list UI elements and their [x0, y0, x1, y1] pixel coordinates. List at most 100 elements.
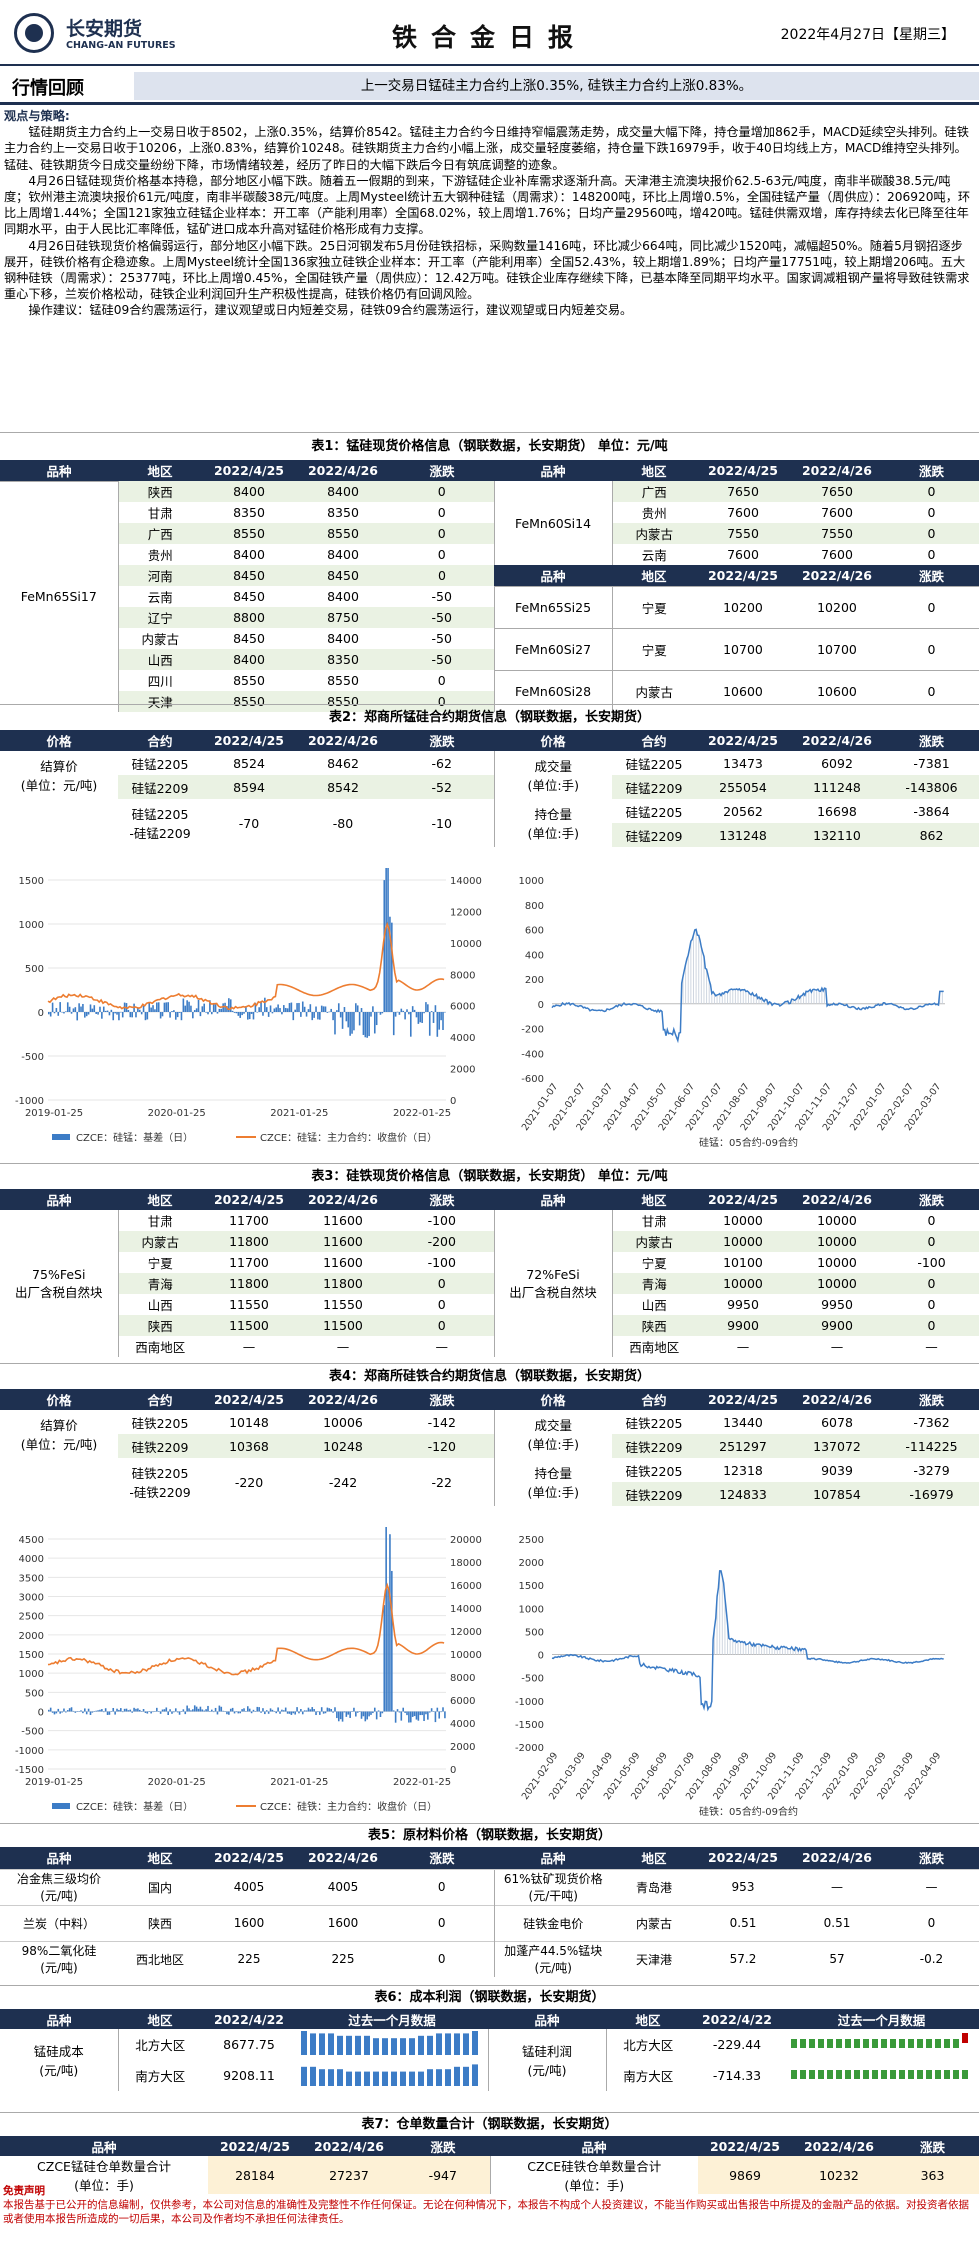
table-cell: 10700	[790, 627, 884, 670]
table-cell: 0	[884, 1210, 979, 1231]
y2-tick-label: 10000	[450, 939, 482, 950]
disclaimer-text: 本报告基于已公开的信息编制，仅供参考，本公司对信息的准确性及完整性不作任何保证。…	[3, 2199, 969, 2225]
table-cell: 硅铁2205	[625, 1463, 683, 1479]
table-cell: 内蒙古	[611, 1231, 696, 1252]
table-header-cell: 涨跌	[884, 1189, 979, 1210]
basis-bar	[368, 1012, 370, 1037]
basis-bar	[383, 1605, 386, 1712]
x-tick-label: 2022-01-25	[393, 1108, 451, 1119]
basis-bar	[239, 1711, 242, 1714]
y-tick-label: 2500	[19, 1612, 44, 1623]
x-tick-label: 2022-01-07	[848, 1081, 889, 1133]
table-row: 结算价 (单位：元/吨) 硅铁2205 10148 10006 -142 成交量 (单位:手)…	[0, 1410, 979, 1458]
basis-bar	[245, 1006, 247, 1012]
basis-bar	[267, 1711, 270, 1714]
basis-bar	[68, 1708, 71, 1712]
table-cell: 0	[884, 1273, 979, 1294]
table-cell: 10368	[202, 1434, 296, 1458]
basis-bar	[313, 1012, 315, 1018]
futures-table: 价格 合约 2022/4/25 2022/4/26 涨跌 价格 合约 2022/4/25 202…	[0, 1389, 979, 1506]
price-table: 品种 地区 2022/4/25 2022/4/26 涨跌 品种 地区 2022/4/25 202…	[0, 460, 979, 712]
basis-bar	[212, 1711, 215, 1713]
table-cell: 陕西	[611, 1315, 696, 1336]
y-tick-label: -1000	[15, 1746, 44, 1757]
spread-cell: -22	[431, 1474, 452, 1490]
basis-bar	[229, 999, 232, 1012]
basis-bar	[262, 1012, 264, 1016]
y2-tick-label: 8000	[450, 1673, 475, 1684]
table-cell: -7381	[913, 755, 950, 771]
sparkline-bar	[408, 2071, 415, 2086]
table-cell: -50	[390, 628, 494, 649]
basis-bar	[284, 1707, 287, 1712]
basis-bar	[351, 1711, 353, 1712]
basis-bar	[55, 1711, 58, 1714]
table-cell: 0	[884, 502, 979, 523]
variety-cell: FeMn60Si14	[493, 481, 612, 565]
basis-bar	[300, 1012, 302, 1017]
table-cell: 13473	[723, 755, 763, 771]
table-header-cell: 涨跌	[396, 2136, 490, 2156]
table-cell: 8450	[202, 565, 296, 586]
spread-line	[551, 1570, 944, 1712]
x-tick-label: 2021-05-07	[629, 1081, 670, 1133]
table-row: 山西 8400 8350 -50	[0, 649, 979, 670]
y-tick-label: 500	[525, 1627, 544, 1638]
table-cell: 11800	[296, 1273, 390, 1294]
basis-bar	[421, 1012, 423, 1023]
y2-tick-label: 8000	[450, 970, 475, 981]
legend-swatch	[52, 1803, 70, 1809]
basis-bar	[356, 1711, 359, 1713]
table-row: 内蒙古 11800 11600 -200 内蒙古 10000 10000 0	[0, 1231, 979, 1252]
basis-bar	[163, 1709, 166, 1712]
basis-bar	[53, 1711, 56, 1715]
table-cell: 0	[884, 627, 979, 670]
basis-bar	[260, 1001, 262, 1012]
views-heading: 观点与策略:	[4, 109, 70, 123]
table-header-cell: 地区	[118, 2009, 202, 2029]
basis-bar	[284, 1007, 287, 1012]
basis-bar	[140, 1711, 143, 1712]
basis-bar	[413, 1711, 416, 1717]
table-header-cell: 2022/4/26	[302, 2136, 396, 2156]
basis-bar	[99, 1006, 101, 1012]
table-cell: -120	[390, 1434, 494, 1458]
x-tick-label: 2021-05-09	[602, 1750, 643, 1802]
x-tick-label: 2021-02-07	[547, 1081, 588, 1133]
disclaimer: 免责声明 本报告基于已公开的信息编制，仅供参考，本公司对信息的准确性及完整性不作…	[0, 2184, 979, 2226]
table-header-cell: 2022/4/22	[690, 2009, 784, 2029]
basis-bar	[82, 1003, 84, 1012]
basis-bar	[108, 1711, 111, 1715]
table-row: 硅锰2209 131248 132110 862	[0, 823, 979, 847]
table-header-cell: 2022/4/26	[792, 2136, 886, 2156]
basis-bar	[114, 1711, 116, 1715]
x-tick-label: 2021-08-09	[684, 1750, 725, 1802]
basis-bar	[121, 1711, 124, 1713]
basis-bar	[159, 1012, 162, 1019]
basis-bar	[349, 1012, 351, 1036]
table-cell: 8350	[296, 502, 390, 523]
table-cell: 0	[390, 1940, 494, 1977]
table-cell: 10000	[790, 1231, 884, 1252]
x-tick-label: 2021-01-25	[270, 1108, 328, 1119]
table-caption: 表6：成本利润（钢联数据，长安期货）	[0, 1985, 979, 2009]
sparkline-bar	[862, 2039, 869, 2048]
basis-bar	[398, 1711, 401, 1713]
basis-bar	[146, 1012, 149, 1020]
table-header-cell: 地区	[612, 1847, 696, 1869]
y2-tick-label: 20000	[450, 1535, 482, 1546]
sparkline-bar	[835, 2039, 842, 2048]
table-cell: 8550	[202, 691, 296, 712]
basis-bar	[326, 1012, 329, 1013]
basis-bar	[381, 1711, 384, 1714]
table-header-row: 品种 2022/4/25 2022/4/26 涨跌 品种 2022/4/25 2022/4/…	[0, 2136, 979, 2156]
table-cell: 10200	[790, 585, 884, 628]
basis-bar	[142, 1005, 145, 1012]
cost-sparkline	[300, 2031, 478, 2055]
table-cell: 青海	[117, 1273, 202, 1294]
basis-bar	[59, 1002, 61, 1012]
table-header-cell: 品种	[494, 565, 612, 586]
table-cell: 11700	[202, 1210, 296, 1231]
table-cell: 0	[884, 1904, 979, 1941]
table-row: 贵州 8400 8400 0 云南 7600 7600 0	[0, 544, 979, 565]
